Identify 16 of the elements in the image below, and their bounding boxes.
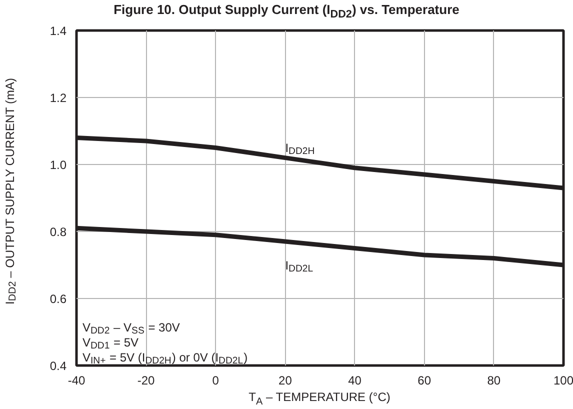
x-tick-label: 100 (553, 374, 573, 388)
chart-title: Figure 10. Output Supply Current (I$_{DD2}$) vs. Temperature (112, 2, 460, 21)
y-tick-label: 1.4 (50, 24, 67, 38)
x-tick-label: 20 (278, 374, 292, 388)
y-tick-label: 0.4 (50, 359, 67, 373)
x-tick-label: 60 (418, 374, 432, 388)
x-tick-label: 0 (212, 374, 220, 388)
y-tick-label: 1.2 (50, 91, 67, 105)
y-tick-label: 0.6 (50, 292, 67, 306)
y-tick-label: 0.8 (50, 225, 67, 239)
x-axis-title: T$_{A}$ – TEMPERATURE (°C) (248, 390, 392, 408)
x-tick-label: 80 (487, 374, 501, 388)
x-tick-label: 40 (348, 374, 362, 388)
x-tick-label: -20 (137, 374, 156, 388)
x-tick-label: -40 (68, 374, 86, 388)
y-tick-label: 1.0 (50, 158, 67, 172)
